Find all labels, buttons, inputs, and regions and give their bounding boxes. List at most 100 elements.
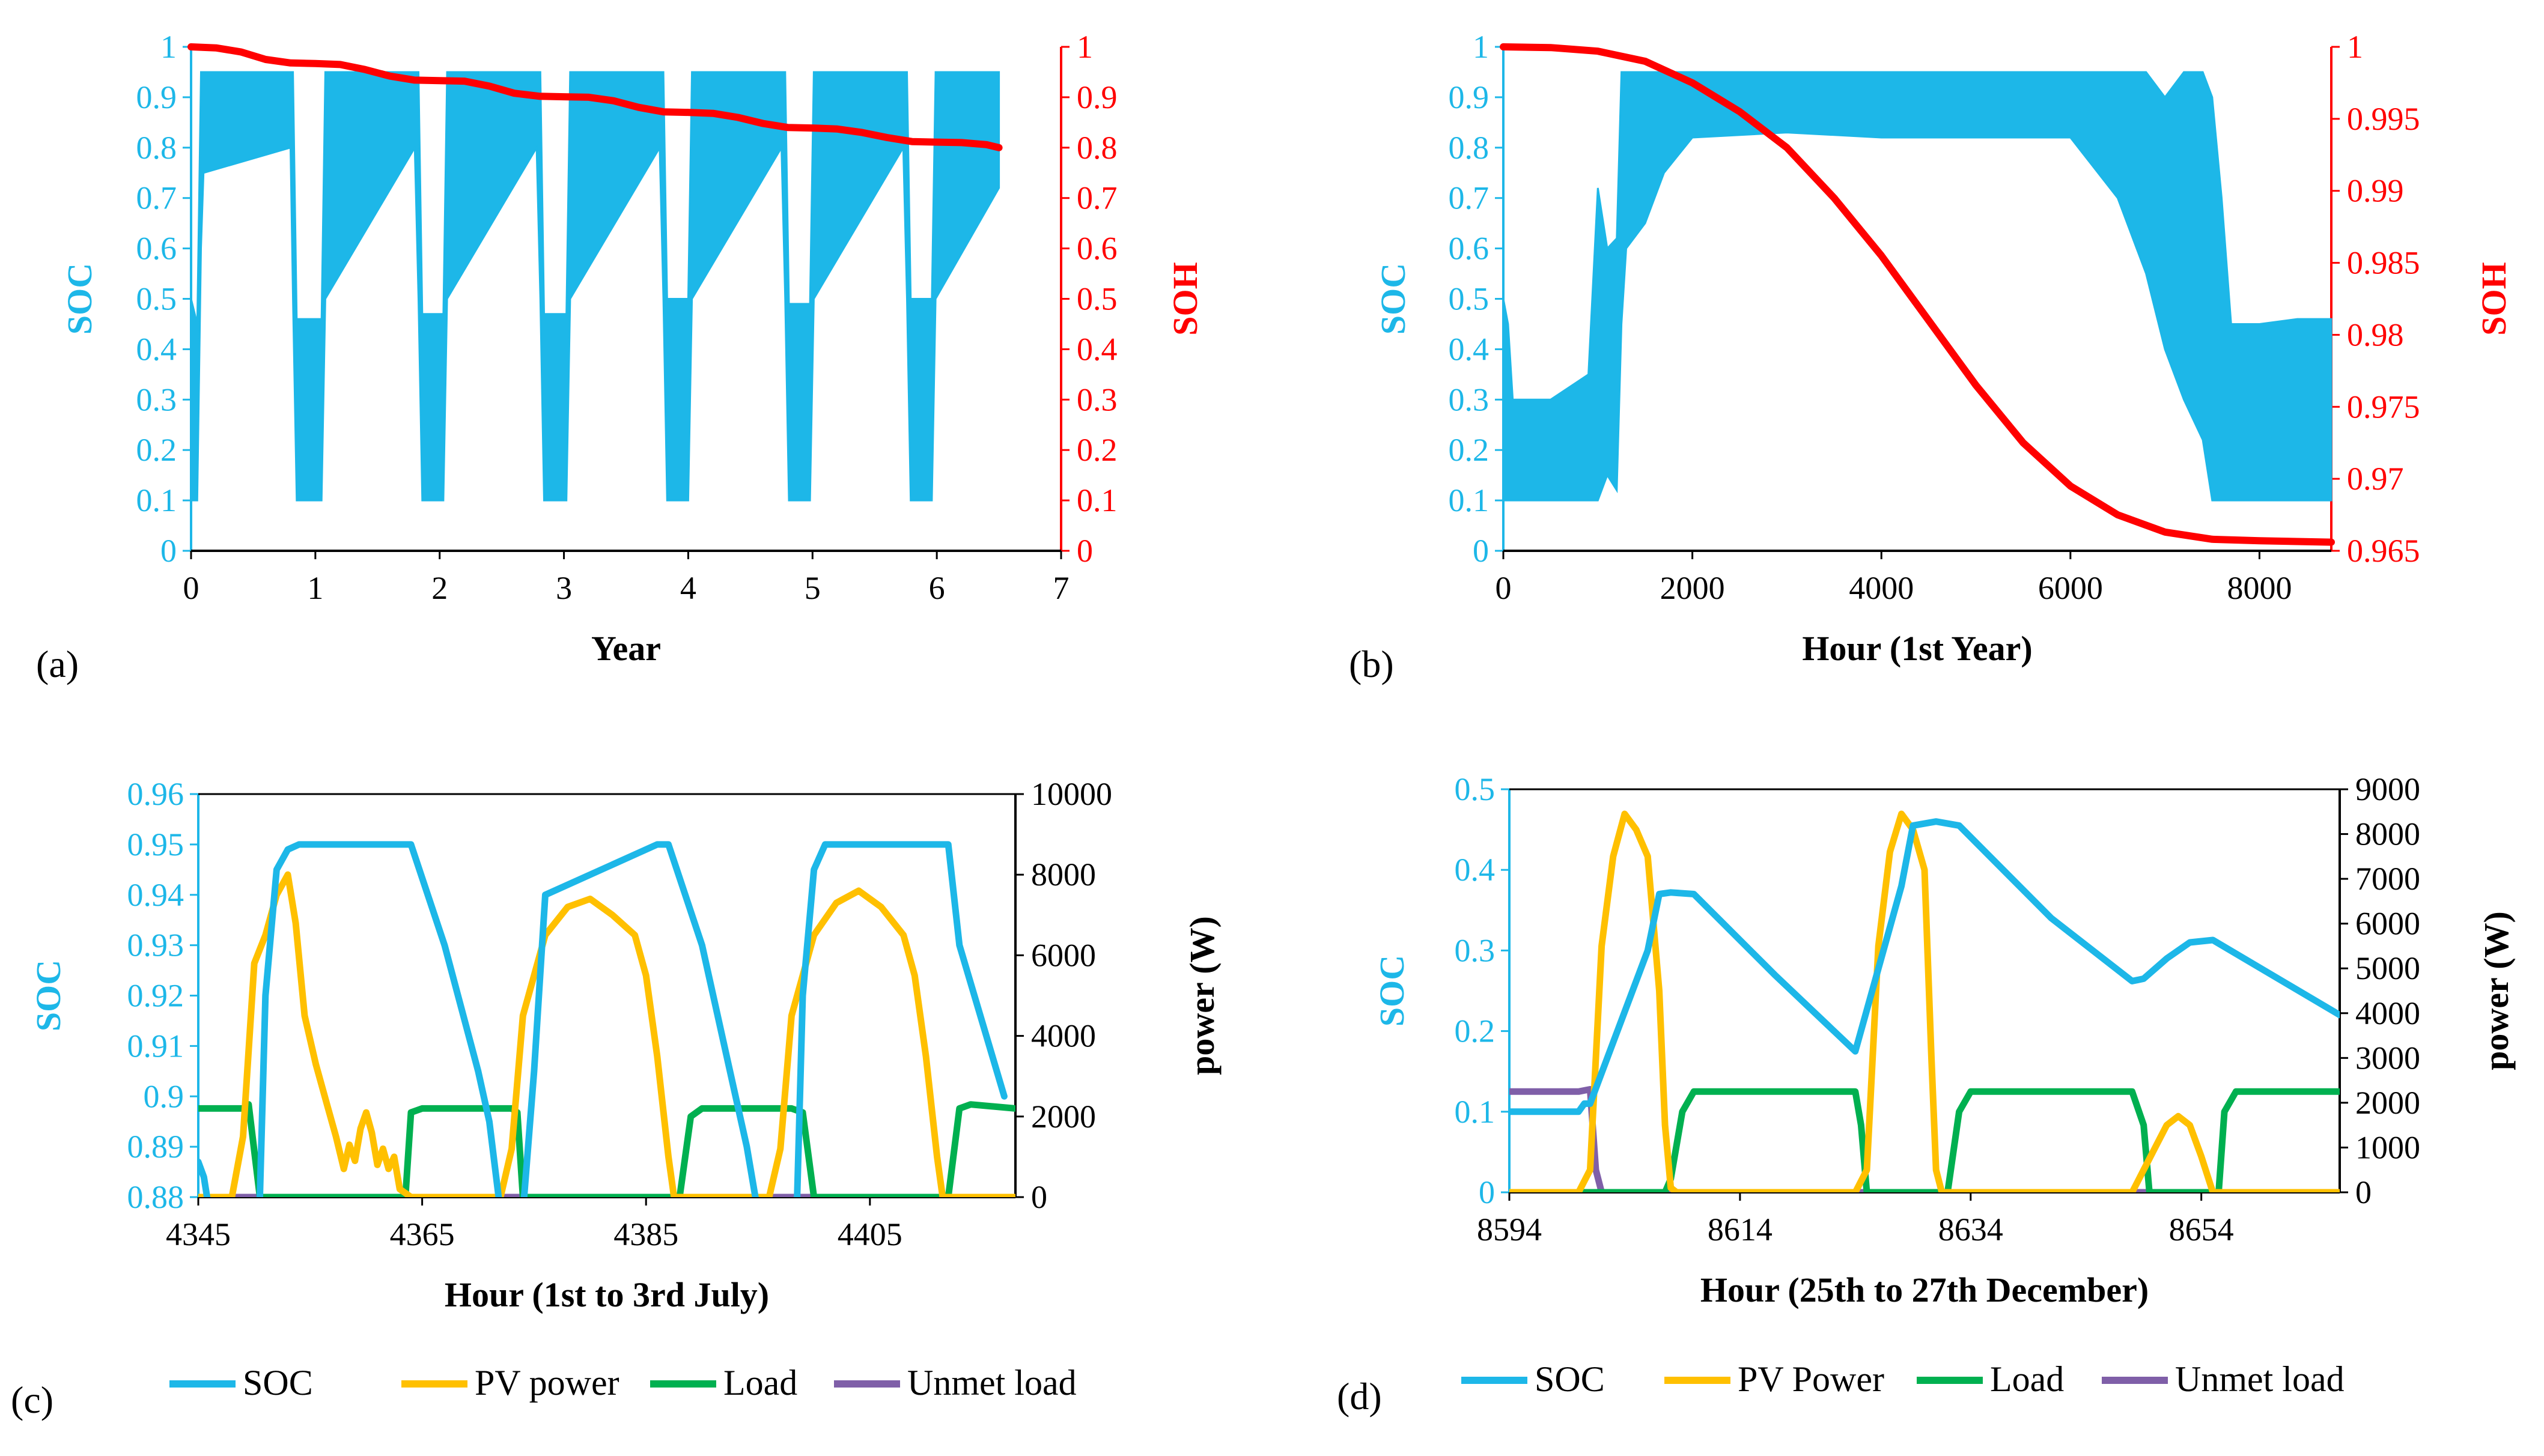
x-tick-label: 8000: [2227, 570, 2292, 606]
series-line-unmet-load-d: [1509, 1086, 2340, 1192]
x-tick-label: 6000: [2038, 570, 2103, 606]
y2-tick-label: 0: [2355, 1174, 2372, 1210]
panel-label-d: (d): [1337, 1375, 1382, 1418]
y-tick-label: 1: [160, 29, 177, 65]
panel-label-b: (b): [1349, 643, 1394, 685]
y-tick-label: 0.4: [136, 331, 177, 367]
legend-label: SOC: [243, 1363, 313, 1403]
legend-label: SOC: [1535, 1359, 1605, 1399]
y-tick-label: 0.3: [1449, 381, 1490, 417]
legend-label: Load: [1990, 1359, 2064, 1399]
x-tick-label: 4000: [1849, 570, 1914, 606]
y2-tick-label: 0.98: [2347, 317, 2404, 353]
panel-a: 0 0.1 0.2 0.3 0.4 0.5 0.6 0.7 0.8 0.9 1 0 0.1 0.2 0.3 0…: [36, 29, 1205, 685]
series-line-pv-power-c: [198, 871, 1015, 1197]
y-tick-label: 0.95: [127, 827, 184, 863]
panel-c: 0.88 0.89 0.9 0.91 0.92 0.93 0.94 0.95 0.96 0 2000…: [11, 776, 1222, 1421]
panel-label-c: (c): [11, 1379, 53, 1421]
y2-tick-label: 2000: [2355, 1085, 2420, 1121]
y-tick-label: 0.3: [136, 381, 177, 417]
x-axis-title-d: Hour (25th to 27th December): [1700, 1270, 2149, 1309]
x-tick-label: 8634: [1938, 1212, 2003, 1248]
legend-label: PV power: [475, 1363, 619, 1403]
legend-item-pv-power-d: PV Power: [1664, 1359, 1884, 1399]
y2-tick-label: 3000: [2355, 1040, 2420, 1076]
x-tick-label: 4405: [838, 1216, 902, 1252]
y2-axis-title-c: power (W): [1182, 916, 1222, 1075]
x-tick-label: 8594: [1477, 1212, 1542, 1248]
panel-d: 0 0.1 0.2 0.3 0.4 0.5 0 1000 2000 3000 4000 5000 600…: [1337, 771, 2516, 1418]
series-line-soc-d: [1509, 818, 2340, 1115]
x-tick-label: 2: [431, 570, 448, 606]
x-tick-label: 3: [556, 570, 572, 606]
plot-area-c: 0.88 0.89 0.9 0.91 0.92 0.93 0.94 0.95 0.96 0 2000…: [29, 776, 1222, 1403]
y-tick-label: 0.6: [1449, 231, 1490, 267]
y-tick-label: 0.2: [1455, 1013, 1496, 1049]
y-tick-label: 0.94: [127, 877, 184, 913]
y2-tick-label: 0.3: [1077, 381, 1118, 417]
y-tick-label: 0.1: [136, 482, 177, 518]
y2-tick-label: 1: [2347, 29, 2363, 65]
y-tick-label: 0.2: [1449, 432, 1490, 468]
y-tick-label: 0.6: [136, 231, 177, 267]
y2-tick-label: 6000: [2355, 906, 2420, 942]
y-tick-label: 0.9: [136, 79, 177, 115]
y-tick-label: 0.8: [1449, 130, 1490, 166]
y2-tick-label: 4000: [2355, 995, 2420, 1031]
legend-item-soc-c: SOC: [169, 1363, 313, 1403]
soh-line-a: [187, 43, 1003, 151]
x-tick-label: 8614: [1708, 1212, 1773, 1248]
y-tick-label: 0.91: [127, 1028, 184, 1064]
y-tick-label: 0.96: [127, 776, 184, 812]
y-tick-label: 0.9: [144, 1078, 184, 1114]
y-tick-label: 1: [1473, 29, 1489, 65]
y2-tick-label: 6000: [1031, 937, 1096, 973]
y2-tick-label: 0.2: [1077, 432, 1118, 468]
y2-tick-label: 10000: [1031, 776, 1112, 812]
y2-tick-label: 1000: [2355, 1129, 2420, 1165]
y-tick-label: 0.3: [1455, 932, 1496, 968]
y-tick-label: 0.5: [1455, 771, 1496, 807]
y2-tick-label: 0.99: [2347, 173, 2404, 209]
y-tick-label: 0.88: [127, 1179, 184, 1215]
x-tick-label: 1: [307, 570, 323, 606]
y2-tick-label: 0.7: [1077, 180, 1118, 216]
legend-label: Load: [723, 1363, 797, 1403]
y-tick-label: 0.8: [136, 130, 177, 166]
y2-tick-label: 1: [1077, 29, 1093, 65]
x-tick-label: 0: [183, 570, 199, 606]
legend-item-load-d: Load: [1917, 1359, 2064, 1399]
y2-tick-label: 7000: [2355, 861, 2420, 897]
soc-band-b: [1502, 71, 2333, 502]
legend-label: PV Power: [1738, 1359, 1884, 1399]
y2-tick-label: 4000: [1031, 1018, 1096, 1054]
y-tick-label: 0.1: [1449, 482, 1490, 518]
y2-tick-label: 0.6: [1077, 231, 1118, 267]
y2-axis-title-d: power (W): [2477, 911, 2516, 1070]
x-tick-label: 4365: [390, 1216, 455, 1252]
y2-tick-label: 0: [1031, 1179, 1047, 1215]
legend-label: Unmet load: [2175, 1359, 2345, 1399]
series-line-soc-c: [198, 841, 1008, 1197]
y-tick-label: 0.93: [127, 927, 184, 963]
y-tick-label: 0.5: [136, 281, 177, 317]
x-tick-label: 4345: [166, 1216, 231, 1252]
series-group-d: [1509, 810, 2340, 1192]
y2-tick-label: 9000: [2355, 771, 2420, 807]
y2-tick-label: 0.975: [2347, 389, 2420, 425]
y-tick-label: 0.7: [136, 180, 177, 216]
y2-tick-label: 2000: [1031, 1099, 1096, 1135]
y-axis-title-c: SOC: [29, 960, 68, 1031]
plot-area-b: 0 0.1 0.2 0.3 0.4 0.5 0.6 0.7 0.8 0.9 1 0.965 0.97 0.…: [1374, 29, 2513, 668]
y2-tick-label: 0.97: [2347, 461, 2404, 497]
y-axis-title-d: SOC: [1372, 955, 1411, 1027]
y-tick-label: 0.9: [1449, 79, 1490, 115]
x-tick-label: 8654: [2169, 1212, 2234, 1248]
y-tick-label: 0.5: [1449, 281, 1490, 317]
panel-label-a: (a): [36, 643, 79, 685]
y-tick-label: 0.4: [1455, 852, 1496, 888]
soc-band-a: [190, 71, 1000, 502]
x-tick-label: 7: [1053, 570, 1070, 606]
y2-tick-label: 0.965: [2347, 533, 2420, 569]
